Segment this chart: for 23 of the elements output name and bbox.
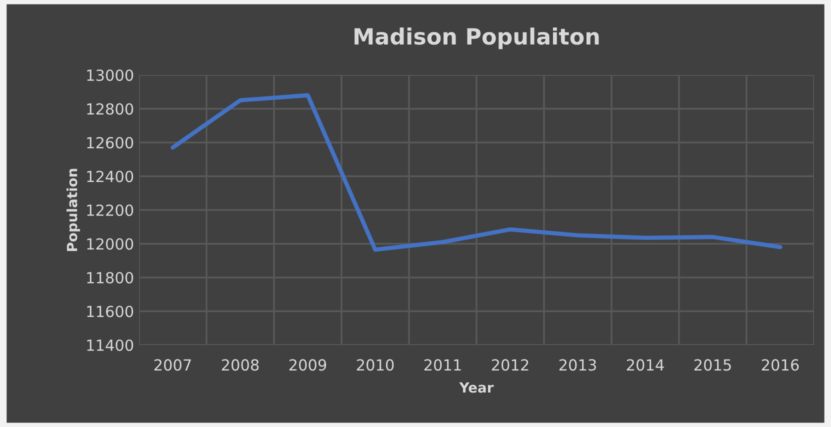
y-tick-label: 12400 bbox=[87, 170, 134, 182]
y-tick-label: 12800 bbox=[87, 103, 134, 115]
x-tick-label: 2007 bbox=[154, 359, 191, 371]
x-tick-label: 2010 bbox=[356, 359, 394, 371]
y-tick-label: 11600 bbox=[87, 306, 134, 318]
y-tick-label: 12000 bbox=[87, 238, 134, 250]
x-tick-label: 2016 bbox=[762, 359, 799, 371]
x-tick-label: 2011 bbox=[424, 359, 461, 371]
x-tick-label: 2012 bbox=[492, 359, 528, 371]
x-tick-label: 2013 bbox=[559, 359, 596, 371]
x-tick-label: 2015 bbox=[694, 359, 731, 371]
x-tick-label: 2009 bbox=[289, 359, 326, 371]
y-axis-title: Population bbox=[66, 168, 80, 251]
x-tick-label: 2014 bbox=[626, 359, 664, 371]
y-tick-label: 12600 bbox=[87, 136, 134, 149]
y-tick-label: 11400 bbox=[87, 339, 134, 352]
y-tick-label: 12200 bbox=[87, 204, 134, 216]
x-axis-title: Year bbox=[459, 382, 494, 393]
line-series bbox=[170, 93, 782, 252]
y-tick-label: 13000 bbox=[87, 69, 134, 82]
chart-title: Madison Populaiton bbox=[354, 28, 599, 50]
x-tick-label: 2008 bbox=[222, 359, 259, 371]
y-tick-label: 11800 bbox=[87, 272, 134, 284]
